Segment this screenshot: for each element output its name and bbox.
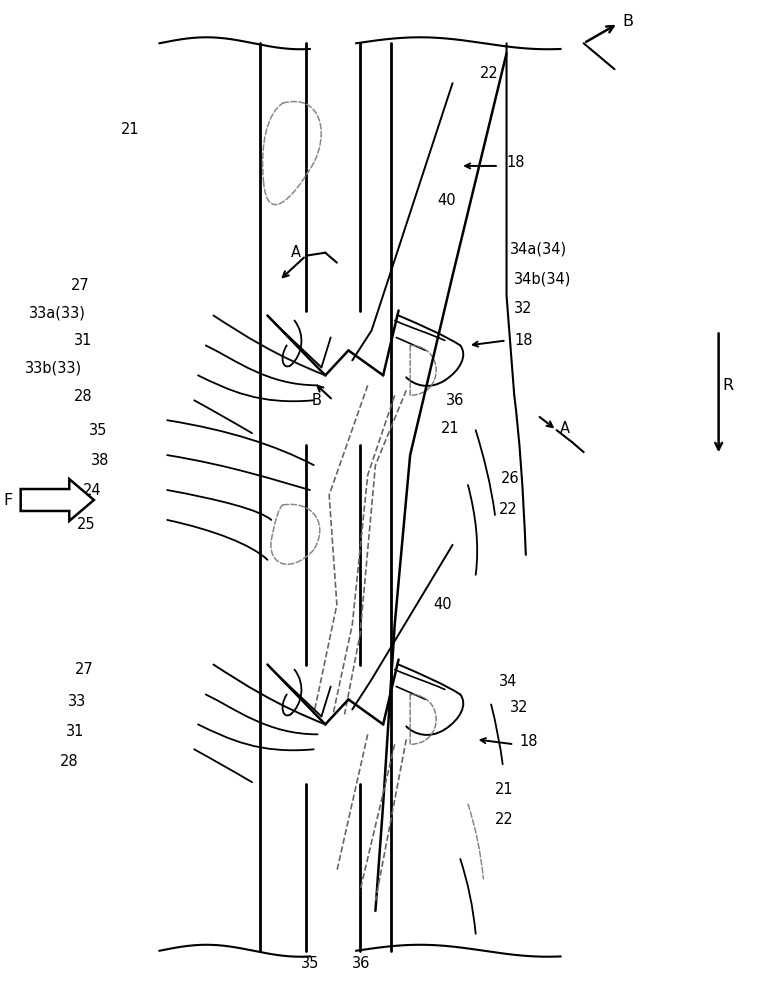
Text: 27: 27: [71, 278, 90, 293]
Text: 25: 25: [77, 517, 95, 532]
Text: 18: 18: [514, 333, 533, 348]
Text: 24: 24: [83, 483, 101, 498]
Text: 22: 22: [495, 812, 514, 827]
Text: 21: 21: [121, 122, 139, 137]
Text: 36: 36: [352, 956, 371, 971]
Text: B: B: [622, 14, 633, 29]
Text: 35: 35: [89, 423, 107, 438]
Text: B: B: [311, 393, 321, 408]
Text: F: F: [3, 493, 12, 508]
Text: 38: 38: [91, 453, 109, 468]
Text: 27: 27: [75, 662, 94, 677]
Text: 31: 31: [74, 333, 92, 348]
Text: 31: 31: [67, 724, 84, 739]
Text: 21: 21: [495, 782, 514, 797]
Text: 34: 34: [498, 674, 517, 689]
Text: 36: 36: [446, 393, 464, 408]
Text: 34b(34): 34b(34): [514, 271, 572, 286]
Text: A: A: [560, 421, 570, 436]
Text: 28: 28: [74, 389, 92, 404]
Text: 40: 40: [433, 597, 452, 612]
Text: 40: 40: [437, 193, 456, 208]
Text: R: R: [722, 378, 734, 393]
Text: 18: 18: [506, 155, 525, 170]
Text: 33a(33): 33a(33): [29, 305, 86, 320]
Text: 26: 26: [501, 471, 520, 486]
Text: 34a(34): 34a(34): [510, 241, 567, 256]
Text: 33b(33): 33b(33): [26, 361, 82, 376]
Text: 18: 18: [519, 734, 538, 749]
Text: 22: 22: [498, 502, 518, 517]
Text: A: A: [290, 245, 300, 260]
Text: 32: 32: [510, 700, 529, 715]
Text: 22: 22: [480, 66, 498, 81]
Text: 28: 28: [60, 754, 78, 769]
Text: 33: 33: [68, 694, 86, 709]
Text: 35: 35: [300, 956, 319, 971]
Text: 32: 32: [514, 301, 533, 316]
Text: 21: 21: [441, 421, 460, 436]
FancyArrow shape: [21, 479, 94, 521]
